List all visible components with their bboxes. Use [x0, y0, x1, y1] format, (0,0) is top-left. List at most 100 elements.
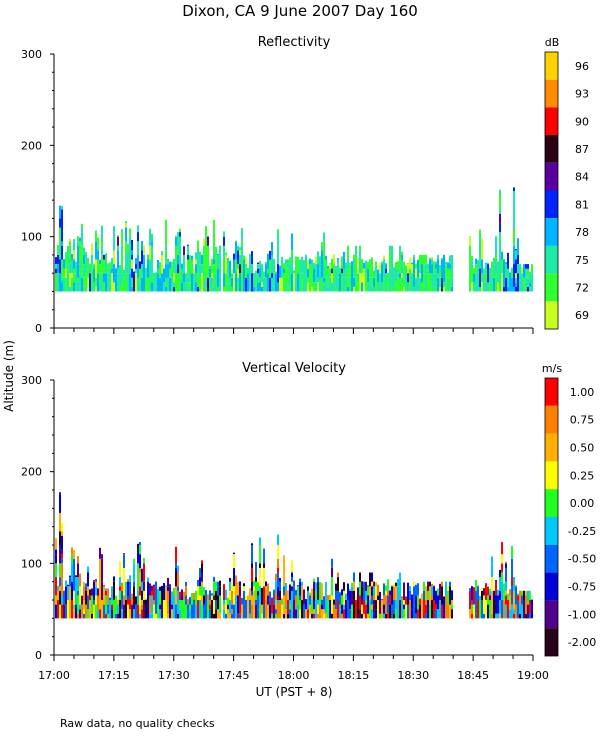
data-cell	[491, 277, 493, 283]
data-cell	[125, 600, 127, 619]
data-cell	[199, 600, 201, 619]
data-cell	[245, 264, 247, 278]
data-cell	[289, 264, 291, 269]
data-cell	[219, 245, 221, 265]
data-cell	[403, 582, 405, 600]
data-cell	[91, 588, 93, 596]
data-cell	[167, 613, 169, 619]
data-cell	[179, 609, 181, 619]
data-cell	[117, 235, 119, 237]
data-cell	[223, 584, 225, 600]
data-cell	[375, 273, 377, 292]
data-cell	[97, 273, 99, 292]
y-tick-label: 200	[21, 466, 42, 479]
data-cell	[517, 593, 519, 596]
data-cell	[195, 590, 197, 605]
data-cell	[337, 258, 339, 260]
data-cell	[439, 583, 441, 591]
data-cell	[501, 554, 503, 564]
data-cell	[519, 590, 521, 605]
data-cell	[95, 579, 97, 582]
data-cell	[225, 273, 227, 292]
data-cell	[429, 257, 431, 260]
data-cell	[337, 259, 339, 265]
data-cell	[205, 590, 207, 600]
colorbar-frame	[544, 51, 559, 330]
data-cell	[219, 580, 221, 587]
data-cell	[177, 254, 179, 264]
data-cell	[285, 264, 287, 283]
data-cell	[509, 609, 511, 619]
data-cell	[257, 282, 259, 292]
y-axis-label: Altitude (m)	[2, 340, 16, 412]
data-cell	[495, 580, 497, 582]
data-cell	[113, 576, 115, 582]
data-cell	[257, 582, 259, 591]
data-cell	[89, 263, 91, 265]
data-cell	[505, 563, 507, 568]
data-cell	[169, 600, 171, 619]
data-cell	[469, 245, 471, 265]
data-cell	[175, 554, 177, 564]
data-cell	[391, 245, 393, 255]
data-cell	[315, 256, 317, 264]
data-cell	[251, 251, 253, 265]
data-cell	[449, 264, 451, 269]
x-tick-label: 18:15	[338, 669, 370, 682]
data-cell	[329, 268, 331, 278]
data-cell	[393, 613, 395, 619]
data-cell	[291, 233, 293, 251]
data-cell	[99, 609, 101, 619]
data-cell	[387, 579, 389, 591]
data-cell	[475, 273, 477, 292]
data-cell	[149, 277, 151, 292]
data-cell	[423, 273, 425, 287]
data-cell	[61, 523, 63, 532]
data-cell	[119, 577, 121, 587]
data-cell	[77, 236, 79, 242]
data-cell	[289, 268, 291, 274]
data-cell	[469, 590, 471, 610]
data-cell	[83, 277, 85, 292]
data-cell	[515, 286, 517, 292]
data-cell	[175, 264, 177, 274]
data-cell	[363, 581, 365, 582]
data-cell	[281, 600, 283, 605]
data-cell	[369, 259, 371, 278]
data-cell	[401, 251, 403, 255]
data-cell	[223, 232, 225, 237]
data-cell	[79, 286, 81, 292]
data-cell	[485, 613, 487, 619]
data-cell	[401, 282, 403, 292]
data-cell	[195, 604, 197, 619]
data-cell	[395, 262, 397, 269]
data-cell	[109, 282, 111, 287]
data-cell	[495, 273, 497, 292]
data-cell	[127, 273, 129, 292]
data-cell	[383, 259, 385, 278]
data-cell	[499, 600, 501, 614]
data-cell	[55, 257, 57, 264]
colorbar-label: 96	[575, 60, 589, 73]
data-cell	[215, 273, 217, 292]
data-cell	[425, 254, 427, 264]
data-cell	[131, 286, 133, 292]
data-cell	[231, 590, 233, 605]
data-cell	[519, 264, 521, 274]
data-cell	[233, 552, 235, 555]
data-cell	[149, 241, 151, 246]
data-cell	[59, 494, 61, 513]
data-cell	[145, 600, 147, 619]
data-cell	[91, 264, 93, 278]
data-cell	[289, 609, 291, 614]
data-cell	[385, 590, 387, 596]
data-cell	[365, 604, 367, 619]
data-cell	[317, 613, 319, 619]
data-cell	[407, 263, 409, 264]
data-cell	[237, 250, 239, 265]
data-cell	[277, 600, 279, 605]
data-cell	[355, 596, 357, 600]
data-cell	[501, 259, 503, 274]
colorbar-swatch	[545, 52, 558, 80]
data-cell	[191, 259, 193, 274]
